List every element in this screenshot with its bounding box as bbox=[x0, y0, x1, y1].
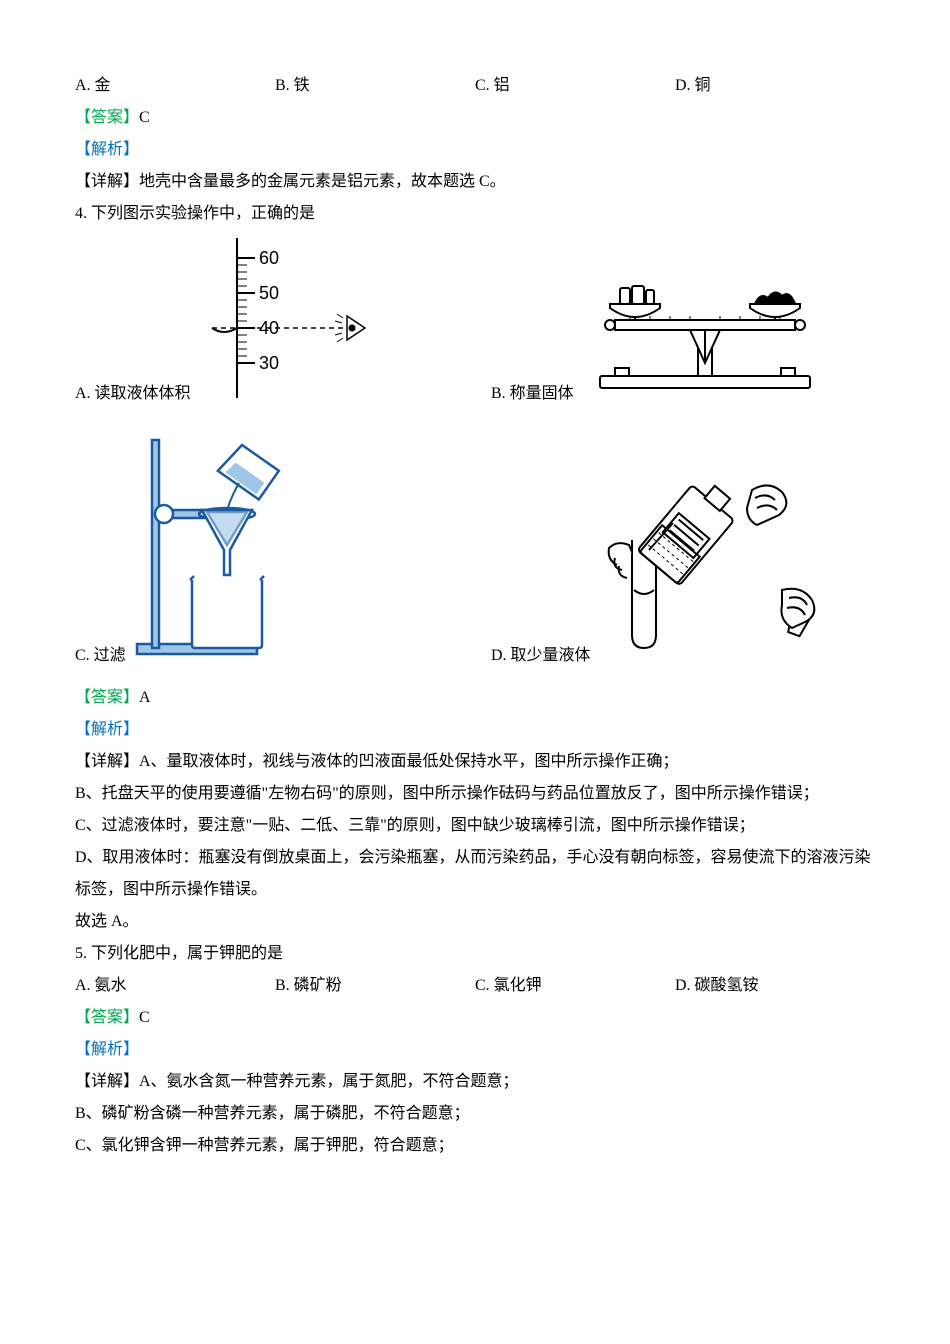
q3-option-a: A. 金 bbox=[75, 70, 275, 102]
q3-option-c: C. 铝 bbox=[475, 70, 675, 102]
q4-row-ab: A. 读取液体体积 60 50 40 30 bbox=[75, 238, 875, 410]
q4-option-a-label: A. 读取液体体积 bbox=[75, 378, 191, 410]
q3-options-row: A. 金 B. 铁 C. 铝 D. 铜 bbox=[75, 70, 875, 102]
q3-detail: 【详解】地壳中含量最多的金属元素是铝元素，故本题选 C。 bbox=[75, 166, 875, 198]
q5-stem: 5. 下列化肥中，属于钾肥的是 bbox=[75, 938, 875, 970]
q5-detail-0: 【详解】A、氨水含氮一种营养元素，属于氮肥，不符合题意； bbox=[75, 1066, 875, 1098]
q3-option-d: D. 铜 bbox=[675, 70, 875, 102]
q4-option-b-label: B. 称量固体 bbox=[491, 378, 574, 410]
svg-text:60: 60 bbox=[259, 248, 279, 268]
q3-option-b: B. 铁 bbox=[275, 70, 475, 102]
q5-detail-1: B、磷矿粉含磷一种营养元素，属于磷肥，不符合题意； bbox=[75, 1098, 875, 1130]
q5-option-b: B. 磷矿粉 bbox=[275, 970, 475, 1002]
q5-answer: 【答案】C bbox=[75, 1002, 875, 1034]
pouring-liquid-icon bbox=[597, 470, 837, 672]
q4-answer: 【答案】A bbox=[75, 682, 875, 714]
q4-detail-0: 【详解】A、量取液体时，视线与液体的凹液面最低处保持水平，图中所示操作正确； bbox=[75, 746, 875, 778]
q5-parse-label: 【解析】 bbox=[75, 1034, 875, 1066]
svg-text:50: 50 bbox=[259, 283, 279, 303]
q5-option-c: C. 氯化钾 bbox=[475, 970, 675, 1002]
q4-cell-a: A. 读取液体体积 60 50 40 30 bbox=[75, 238, 459, 410]
q4-row-cd: C. 过滤 bbox=[75, 430, 875, 672]
q5-answer-value: C bbox=[139, 1009, 150, 1026]
q4-cell-d: D. 取少量液体 bbox=[491, 470, 875, 672]
q3-answer: 【答案】C bbox=[75, 102, 875, 134]
q5-options-row: A. 氨水 B. 磷矿粉 C. 氯化钾 D. 碳酸氢铵 bbox=[75, 970, 875, 1002]
q3-answer-label: 【答案】 bbox=[75, 109, 139, 126]
q4-option-c-label: C. 过滤 bbox=[75, 640, 126, 672]
graduated-cylinder-icon: 60 50 40 30 bbox=[197, 238, 377, 410]
q4-detail-4: 故选 A。 bbox=[75, 906, 875, 938]
filtration-icon bbox=[132, 430, 342, 672]
balance-scale-icon bbox=[580, 268, 830, 410]
q5-answer-label: 【答案】 bbox=[75, 1009, 139, 1026]
q4-answer-label: 【答案】 bbox=[75, 689, 139, 706]
q3-answer-value: C bbox=[139, 109, 150, 126]
q4-stem: 4. 下列图示实验操作中，正确的是 bbox=[75, 198, 875, 230]
q4-cell-b: B. 称量固体 bbox=[491, 268, 875, 410]
q4-cell-c: C. 过滤 bbox=[75, 430, 459, 672]
svg-text:30: 30 bbox=[259, 353, 279, 373]
q4-parse-label: 【解析】 bbox=[75, 714, 875, 746]
q4-answer-value: A bbox=[139, 689, 151, 706]
q5-detail-2: C、氯化钾含钾一种营养元素，属于钾肥，符合题意； bbox=[75, 1130, 875, 1162]
q4-detail-3: D、取用液体时：瓶塞没有倒放桌面上，会污染瓶塞，从而污染药品，手心没有朝向标签，… bbox=[75, 842, 875, 906]
q4-detail-1: B、托盘天平的使用要遵循"左物右码"的原则，图中所示操作砝码与药品位置放反了，图… bbox=[75, 778, 875, 810]
q3-parse-label: 【解析】 bbox=[75, 134, 875, 166]
q4-option-d-label: D. 取少量液体 bbox=[491, 640, 591, 672]
q4-detail-2: C、过滤液体时，要注意"一贴、二低、三靠"的原则，图中缺少玻璃棒引流，图中所示操… bbox=[75, 810, 875, 842]
q5-option-a: A. 氨水 bbox=[75, 970, 275, 1002]
q5-option-d: D. 碳酸氢铵 bbox=[675, 970, 875, 1002]
